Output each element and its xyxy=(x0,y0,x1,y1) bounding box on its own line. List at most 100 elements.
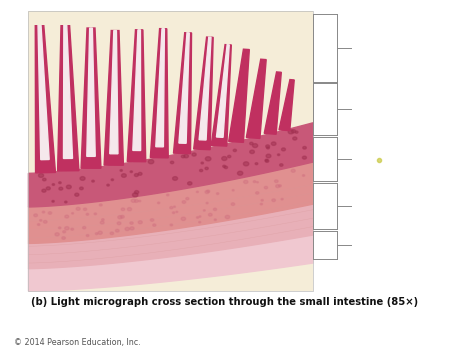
Polygon shape xyxy=(81,28,101,168)
Circle shape xyxy=(148,160,154,164)
Circle shape xyxy=(98,231,102,234)
Circle shape xyxy=(265,160,269,162)
Circle shape xyxy=(222,157,227,160)
Polygon shape xyxy=(179,33,189,143)
Polygon shape xyxy=(104,31,123,165)
Circle shape xyxy=(200,169,203,172)
Circle shape xyxy=(214,219,216,220)
Polygon shape xyxy=(150,29,168,158)
Circle shape xyxy=(271,142,276,146)
Circle shape xyxy=(266,145,270,148)
Circle shape xyxy=(173,176,178,180)
Circle shape xyxy=(181,155,185,158)
Circle shape xyxy=(120,170,122,171)
Polygon shape xyxy=(228,49,249,142)
Polygon shape xyxy=(264,72,281,134)
Circle shape xyxy=(42,189,46,192)
Circle shape xyxy=(277,154,280,155)
Circle shape xyxy=(92,180,94,182)
Circle shape xyxy=(196,191,198,193)
Circle shape xyxy=(256,182,258,183)
Circle shape xyxy=(52,201,54,202)
Polygon shape xyxy=(211,45,231,146)
Circle shape xyxy=(295,131,298,133)
Circle shape xyxy=(120,215,124,218)
Circle shape xyxy=(121,174,126,178)
Circle shape xyxy=(100,204,102,206)
Circle shape xyxy=(253,144,258,148)
Circle shape xyxy=(231,203,235,206)
Circle shape xyxy=(52,184,55,185)
Circle shape xyxy=(107,184,109,186)
Circle shape xyxy=(118,215,122,219)
Circle shape xyxy=(272,199,275,202)
Circle shape xyxy=(157,202,160,204)
Circle shape xyxy=(205,157,211,161)
Circle shape xyxy=(192,153,196,156)
Polygon shape xyxy=(28,123,313,207)
Polygon shape xyxy=(35,18,55,173)
Circle shape xyxy=(80,187,83,190)
Circle shape xyxy=(253,181,256,182)
Circle shape xyxy=(207,190,210,192)
Circle shape xyxy=(233,149,237,152)
Circle shape xyxy=(130,171,132,173)
Circle shape xyxy=(244,180,248,184)
Circle shape xyxy=(150,219,154,221)
Circle shape xyxy=(138,173,142,175)
Circle shape xyxy=(288,130,293,134)
Polygon shape xyxy=(199,37,211,140)
Circle shape xyxy=(75,193,79,196)
Polygon shape xyxy=(58,25,79,171)
Circle shape xyxy=(130,222,133,224)
Circle shape xyxy=(197,217,199,218)
Circle shape xyxy=(40,219,42,221)
Polygon shape xyxy=(28,162,313,244)
Circle shape xyxy=(138,221,142,224)
Circle shape xyxy=(209,213,212,216)
Polygon shape xyxy=(173,33,191,154)
Circle shape xyxy=(64,201,67,203)
Circle shape xyxy=(265,159,268,161)
Circle shape xyxy=(110,232,114,235)
Circle shape xyxy=(101,219,104,220)
Circle shape xyxy=(274,180,278,182)
Bar xyxy=(28,11,313,291)
Circle shape xyxy=(266,154,271,158)
Circle shape xyxy=(186,197,189,200)
Circle shape xyxy=(282,148,285,151)
Circle shape xyxy=(80,176,85,180)
Circle shape xyxy=(94,213,97,215)
Polygon shape xyxy=(246,59,266,138)
Circle shape xyxy=(182,201,186,203)
Circle shape xyxy=(34,214,37,217)
Circle shape xyxy=(42,211,45,213)
Circle shape xyxy=(46,187,50,190)
Circle shape xyxy=(111,179,114,181)
Circle shape xyxy=(121,208,125,211)
Polygon shape xyxy=(156,29,164,147)
Circle shape xyxy=(135,200,138,202)
Circle shape xyxy=(293,137,297,140)
Circle shape xyxy=(62,237,65,239)
Circle shape xyxy=(199,222,201,223)
Circle shape xyxy=(201,162,203,164)
Circle shape xyxy=(43,178,46,181)
Circle shape xyxy=(266,147,269,149)
Circle shape xyxy=(95,233,98,235)
Circle shape xyxy=(170,224,173,226)
Circle shape xyxy=(302,156,307,159)
Circle shape xyxy=(64,226,69,230)
Circle shape xyxy=(184,154,189,158)
Polygon shape xyxy=(38,18,49,160)
Circle shape xyxy=(117,222,121,225)
Circle shape xyxy=(223,165,226,167)
Circle shape xyxy=(44,220,47,223)
Circle shape xyxy=(170,207,173,209)
Circle shape xyxy=(65,215,69,218)
Circle shape xyxy=(166,194,169,196)
Circle shape xyxy=(131,199,136,202)
Circle shape xyxy=(224,166,228,169)
Circle shape xyxy=(128,208,132,211)
Circle shape xyxy=(205,167,208,170)
